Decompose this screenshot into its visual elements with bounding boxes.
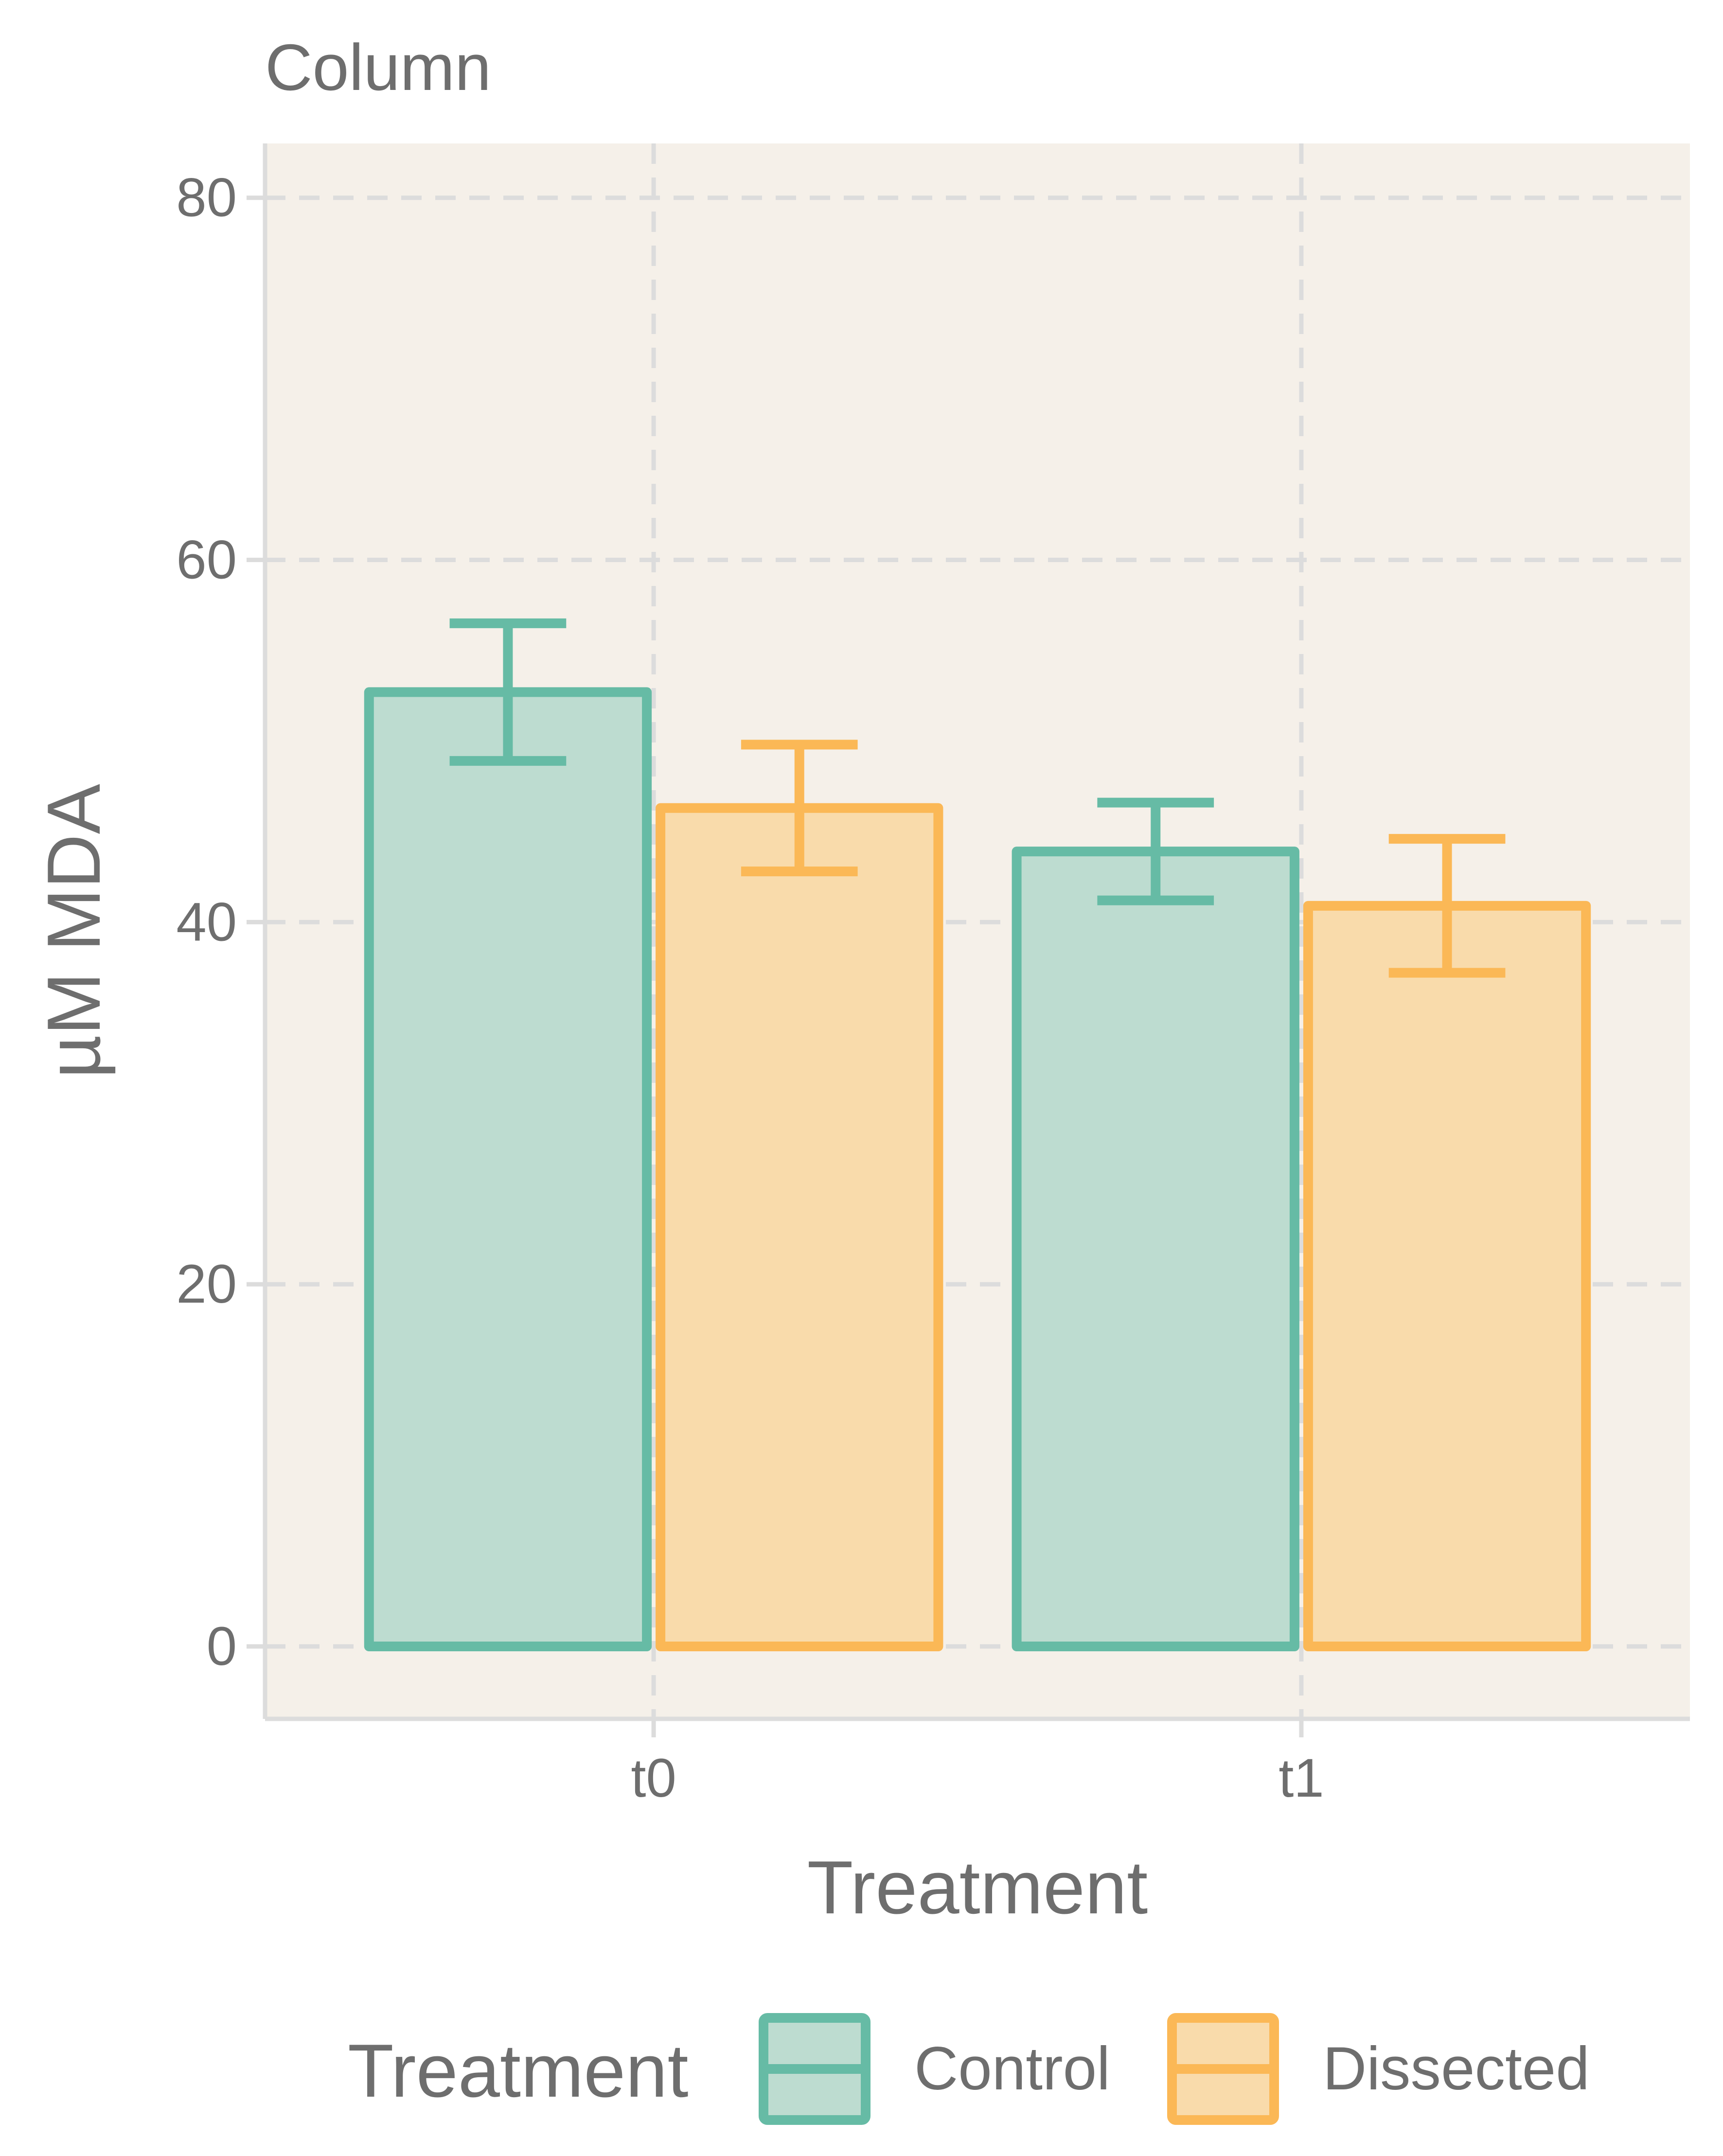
legend-items: Control Dissected <box>759 2013 1590 2125</box>
x-tick-label: t0 <box>631 1748 676 1808</box>
legend-title: Treatment <box>348 2029 689 2113</box>
legend-item-dissected: Dissected <box>1167 2013 1590 2125</box>
bar-dissected-t0 <box>656 803 943 1652</box>
legend: Treatment Control Dissected <box>348 2013 1590 2125</box>
x-axis-title: Treatment <box>807 1845 1148 1929</box>
y-tick-label: 40 <box>176 891 237 952</box>
bar-control-t1 <box>1012 847 1299 1652</box>
tick-labels: 0 20 40 60 80 t0 t1 <box>176 167 1324 1808</box>
error-bar-dissected-t0 <box>741 740 858 877</box>
y-tick-label: 20 <box>176 1254 237 1314</box>
chart-title: Column <box>265 31 491 104</box>
y-tick-label: 80 <box>176 167 237 228</box>
y-tick-label: 0 <box>207 1616 237 1677</box>
legend-item-control: Control <box>759 2013 1110 2125</box>
bar-control-t0 <box>364 687 652 1652</box>
error-bars <box>449 618 1506 978</box>
legend-label: Dissected <box>1323 2035 1590 2103</box>
bar-dissected-t1 <box>1303 901 1591 1652</box>
legend-label: Control <box>914 2035 1110 2103</box>
y-tick-label: 60 <box>176 530 237 590</box>
y-axis-title: µM MDA <box>32 783 116 1078</box>
grid-lines <box>265 143 1690 1719</box>
error-bar-dissected-t1 <box>1388 834 1506 978</box>
axes <box>247 143 1690 1737</box>
error-bar-control-t1 <box>1097 797 1214 905</box>
x-tick-label: t1 <box>1279 1748 1324 1808</box>
error-bar-control-t0 <box>449 618 567 766</box>
